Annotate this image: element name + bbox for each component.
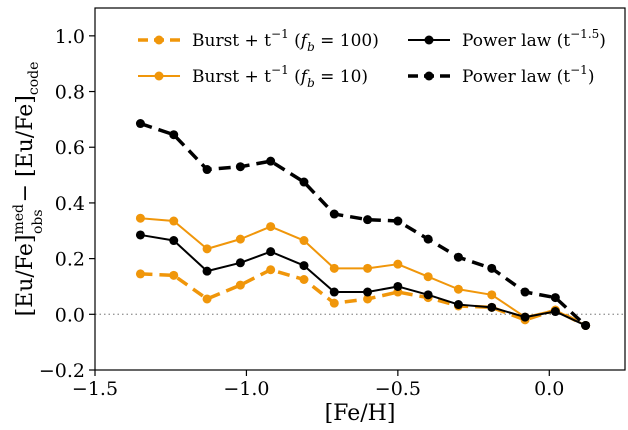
y-tick-label: 0.8 xyxy=(55,82,85,104)
data-point xyxy=(393,281,403,291)
data-point xyxy=(299,261,309,271)
data-point xyxy=(520,312,530,322)
data-point xyxy=(393,259,403,269)
legend-marker xyxy=(424,35,434,45)
data-point xyxy=(235,280,245,290)
data-point xyxy=(329,209,339,219)
x-tick-label: −0.5 xyxy=(375,378,421,400)
data-point xyxy=(135,213,145,223)
y-tick-label: 1.0 xyxy=(55,26,85,48)
y-axis-label: [Eu/Fe]med obs − [Eu/Fe]code xyxy=(11,62,46,317)
data-point xyxy=(453,252,463,262)
data-point xyxy=(581,320,591,330)
data-point xyxy=(169,236,179,246)
legend-entry-3: Power law (t−1.5) xyxy=(408,27,606,51)
y-tick-label: 0.6 xyxy=(55,137,85,159)
data-point xyxy=(329,263,339,273)
data-point xyxy=(329,298,339,308)
data-point xyxy=(135,119,145,129)
data-point xyxy=(487,263,497,273)
y-tick-label: 0.0 xyxy=(55,304,85,326)
data-point xyxy=(453,284,463,294)
data-point xyxy=(169,270,179,280)
data-point xyxy=(235,258,245,268)
data-point xyxy=(299,177,309,187)
axes: −1.5 −1.0 −0.5 0.0 −0.2 0.0 0.2 0.4 0.6 0.8 1.0 xyxy=(39,7,626,400)
data-point xyxy=(299,236,309,246)
data-point xyxy=(202,165,212,175)
data-point xyxy=(266,247,276,257)
data-point xyxy=(363,294,373,304)
y-tick-label: 0.2 xyxy=(55,249,85,271)
data-point xyxy=(266,222,276,232)
legend-entry-1: Burst + t−1 (fb = 100) xyxy=(138,27,379,54)
data-point xyxy=(487,302,497,312)
data-point xyxy=(235,162,245,172)
data-point xyxy=(266,265,276,275)
legend-marker xyxy=(154,71,164,81)
data-point xyxy=(423,272,433,282)
data-point xyxy=(169,130,179,140)
x-tick-label: 0.0 xyxy=(534,378,564,400)
data-point xyxy=(550,307,560,317)
data-point xyxy=(202,294,212,304)
data-point xyxy=(329,287,339,297)
data-point xyxy=(423,234,433,244)
axes-frame xyxy=(94,7,626,371)
data-point xyxy=(202,266,212,276)
data-point xyxy=(363,263,373,273)
data-point xyxy=(393,216,403,226)
plot-area xyxy=(95,119,625,330)
data-point xyxy=(202,244,212,254)
y-tick-label: −0.2 xyxy=(39,360,85,382)
legend-label: Power law (t−1.5) xyxy=(462,27,606,51)
legend-marker xyxy=(154,35,164,45)
x-tick-label: −1.0 xyxy=(223,378,269,400)
legend: Burst + t−1 (fb = 100) Burst + t−1 (fb = … xyxy=(138,27,606,90)
data-point xyxy=(453,300,463,310)
legend-marker xyxy=(424,71,434,81)
legend-entry-4: Power law (t−1) xyxy=(408,63,594,87)
x-axis-label: [Fe/H] xyxy=(325,401,396,426)
data-point xyxy=(299,275,309,284)
data-point xyxy=(235,234,245,244)
data-point xyxy=(520,287,530,297)
data-point xyxy=(135,269,145,279)
y-tick-label: 0.4 xyxy=(55,193,85,215)
x-tick-label: −1.5 xyxy=(72,378,118,400)
data-point xyxy=(135,230,145,240)
data-point xyxy=(363,215,373,225)
series-line-4 xyxy=(139,121,587,327)
legend-label: Power law (t−1) xyxy=(462,63,594,87)
legend-label: Burst + t−1 (fb = 100) xyxy=(192,27,379,54)
legend-label: Burst + t−1 (fb = 10) xyxy=(192,63,368,90)
data-point xyxy=(363,287,373,297)
data-point xyxy=(169,216,179,226)
data-point xyxy=(550,293,560,303)
legend-entry-2: Burst + t−1 (fb = 10) xyxy=(138,63,368,90)
data-point xyxy=(266,156,276,166)
data-point xyxy=(423,290,433,300)
data-point xyxy=(487,290,497,300)
